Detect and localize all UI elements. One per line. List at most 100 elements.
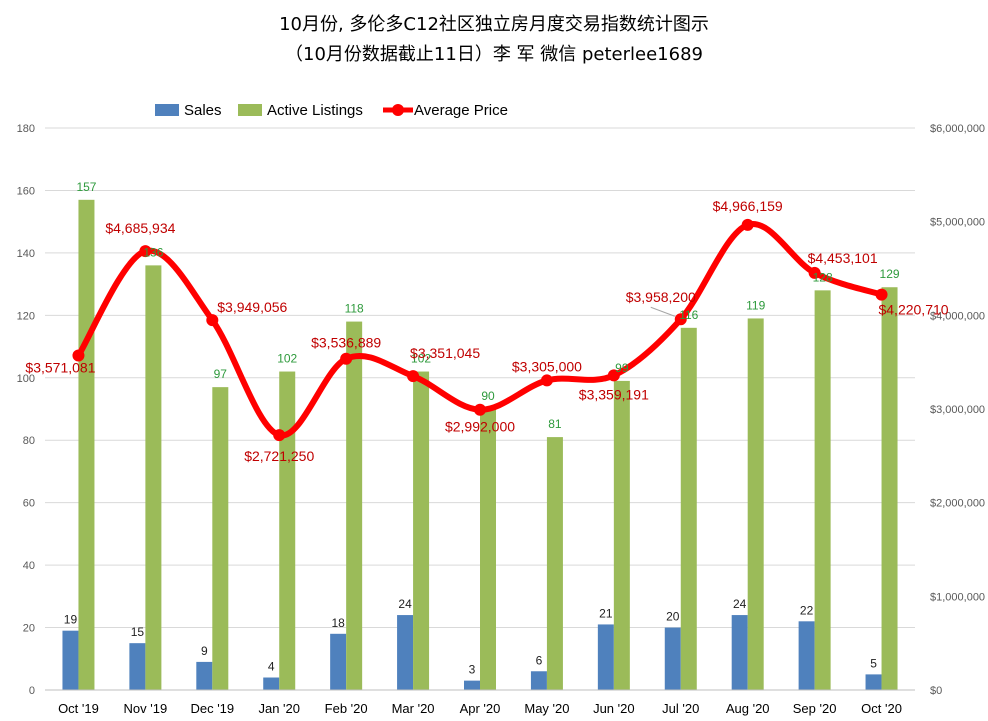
listings-bar: [145, 265, 162, 690]
sales-label: 3: [469, 663, 476, 677]
price-marker: [340, 352, 353, 365]
chart-title: 10月份, 多伦多C12社区独立房月度交易指数统计图示: [279, 14, 709, 35]
price-label: $2,721,250: [244, 448, 314, 464]
category-label: Oct '20: [861, 701, 902, 716]
listings-label: 97: [214, 367, 228, 381]
category-label: Dec '19: [190, 701, 234, 716]
listings-label: 128: [813, 270, 833, 284]
left-tick-label: 140: [17, 248, 35, 260]
price-label: $4,220,710: [878, 302, 948, 318]
bars: [62, 199, 898, 691]
category-label: May '20: [524, 701, 569, 716]
left-tick-label: 100: [17, 373, 35, 385]
data-labels: 19 157 15 136 9 97 4 102 18 118 24 102 3 90 6 81 21 99 20 1…: [25, 180, 948, 677]
category-label: Sep '20: [793, 701, 837, 716]
x-axis: Oct '19 Nov '19 Dec '19 Jan '20 Feb '20 Mar '…: [45, 689, 915, 716]
sales-label: 19: [64, 613, 78, 627]
left-tick-label: 160: [17, 185, 35, 197]
left-tick-label: 120: [17, 310, 35, 322]
left-tick-label: 20: [23, 623, 35, 635]
sales-label: 6: [536, 653, 543, 667]
listings-label: 136: [143, 245, 163, 259]
sales-bar: [397, 615, 414, 690]
right-tick-label: $1,000,000: [930, 591, 985, 603]
right-tick-label: $2,000,000: [930, 498, 985, 510]
category-label: Apr '20: [460, 701, 501, 716]
price-label: $3,536,889: [311, 335, 381, 351]
legend: Sales Active Listings Average Price: [155, 102, 508, 119]
sales-label: 20: [666, 610, 680, 624]
price-marker: [206, 314, 219, 327]
listings-bar: [747, 318, 764, 690]
sales-label: 5: [870, 656, 877, 670]
right-tick-label: $6,000,000: [930, 123, 985, 135]
sales-bar: [330, 633, 347, 690]
price-label: $3,958,200: [626, 289, 696, 305]
sales-label: 22: [800, 603, 814, 617]
left-tick-label: 40: [23, 560, 35, 572]
price-label: $3,351,045: [410, 345, 480, 361]
listings-label: 129: [880, 267, 900, 281]
category-label: Jan '20: [258, 701, 300, 716]
price-label: $4,453,101: [808, 250, 878, 266]
chart-subtitle: （10月份数据截止11日）李 军 微信 peterlee1689: [285, 44, 703, 65]
price-label: $3,305,000: [512, 358, 582, 374]
category-label: Mar '20: [392, 701, 435, 716]
legend-swatch-listings: [238, 104, 262, 116]
left-axis: 0 20 40 60 80 100 120 140 160 180: [17, 123, 35, 697]
price-marker: [72, 349, 85, 362]
listings-bar: [680, 327, 697, 690]
category-label: Feb '20: [325, 701, 368, 716]
price-marker: [273, 429, 286, 442]
price-marker: [474, 403, 486, 416]
category-label: Jun '20: [593, 701, 635, 716]
sales-label: 18: [331, 616, 345, 630]
sales-bar: [597, 624, 614, 690]
price-label: $3,571,081: [25, 360, 95, 376]
sales-bar: [865, 674, 882, 690]
legend-swatch-price-marker: [392, 104, 404, 116]
sales-bar: [798, 621, 815, 690]
label-leader-line: [650, 306, 675, 317]
category-label: Aug '20: [726, 701, 770, 716]
listings-label: 99: [615, 361, 629, 375]
gridlines: [45, 127, 915, 691]
listings-label: 90: [481, 389, 495, 403]
sales-label: 15: [131, 625, 145, 639]
listings-label: 116: [679, 308, 698, 322]
category-label: Jul '20: [662, 701, 699, 716]
price-label: $3,949,056: [217, 299, 287, 315]
left-tick-label: 180: [17, 123, 35, 135]
sales-label: 24: [398, 597, 412, 611]
sales-label: 21: [599, 606, 613, 620]
price-label: $2,992,000: [445, 419, 515, 435]
listings-label: 118: [345, 302, 364, 316]
legend-label-price: Average Price: [414, 102, 508, 119]
sales-bar: [464, 680, 480, 690]
legend-label-listings: Active Listings: [267, 102, 363, 119]
right-tick-label: $3,000,000: [930, 404, 985, 416]
right-axis: $0 $1,000,000 $2,000,000 $3,000,000 $4,000,0…: [930, 123, 985, 697]
price-label: $4,685,934: [105, 220, 175, 236]
sales-bar: [129, 643, 146, 690]
sales-bar: [62, 630, 79, 690]
right-tick-label: $5,000,000: [930, 217, 985, 229]
listings-bar: [346, 321, 363, 690]
listings-bar: [546, 437, 563, 690]
listings-bar: [413, 371, 430, 690]
sales-bar: [664, 627, 681, 690]
left-tick-label: 80: [23, 435, 35, 447]
category-label: Nov '19: [124, 701, 168, 716]
listings-bar: [212, 387, 229, 690]
sales-label: 24: [733, 597, 747, 611]
listings-label: 102: [411, 352, 431, 366]
listings-bar: [814, 290, 831, 690]
listings-bar: [480, 409, 496, 690]
category-label: Oct '19: [58, 701, 99, 716]
sales-bar: [263, 677, 280, 690]
price-marker: [875, 288, 888, 301]
price-label: $3,359,191: [579, 386, 649, 402]
listings-label: 102: [277, 352, 297, 366]
price-line: [72, 218, 888, 442]
price-label: $4,966,159: [713, 198, 783, 214]
